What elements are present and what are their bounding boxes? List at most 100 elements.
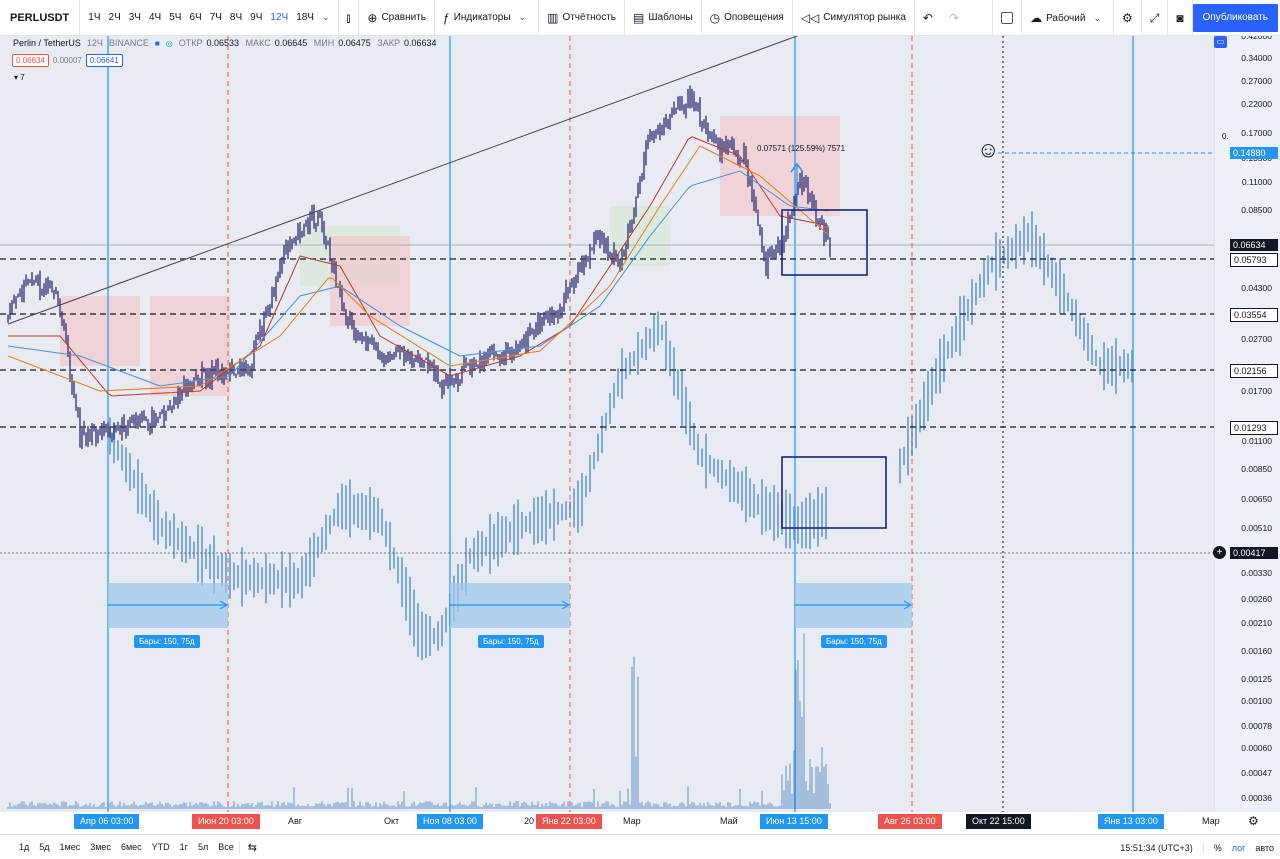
clock-display[interactable]: 15:51:34 (UTC+3)	[1120, 842, 1193, 853]
ichimoku-cloud	[60, 296, 140, 366]
interval-7h[interactable]: 7Ч	[209, 12, 222, 23]
range-5d[interactable]: 5д	[39, 842, 50, 852]
range-all[interactable]: Все	[218, 842, 234, 852]
interval-9h[interactable]: 9Ч	[250, 12, 263, 23]
scale-lock-icon[interactable]: ▭	[1214, 36, 1227, 48]
series-legend[interactable]: Perlin / TetherUS 12Ч BINANCE ■ ◎ ОТКР 0.…	[13, 38, 441, 48]
arrow-head-icon	[903, 600, 913, 610]
price-tick-label: 0.27000	[1241, 76, 1272, 86]
ohlc-values: ОТКР 0.06533 МАКС 0.06645 МИН 0.06475 ЗАКР 0…	[179, 38, 441, 48]
price-tick-label: 0.22000	[1241, 99, 1272, 109]
indicators-collapse-toggle[interactable]: ▾ 7	[14, 73, 25, 82]
range-1y[interactable]: 1г	[179, 842, 188, 852]
expand-button[interactable]: ⤢	[1142, 0, 1169, 36]
square-icon	[1001, 12, 1014, 24]
chart-type-button[interactable]: ⫾	[339, 0, 360, 36]
date-range-label-3[interactable]: Бары: 150, 75д	[821, 635, 887, 648]
price-tick-label: 0.00036	[1241, 793, 1272, 803]
time-label-jun20: Июн 20 03:00	[192, 814, 260, 829]
trend-line[interactable]	[7, 36, 808, 325]
snapshot-button[interactable]: ◙	[1168, 0, 1193, 36]
settings-button[interactable]: ⚙	[1114, 0, 1142, 36]
range-1m[interactable]: 1мес	[59, 842, 81, 852]
layout-button[interactable]: ☁ Рабочий ⌄	[1022, 0, 1114, 36]
highlight-box-upper[interactable]	[781, 209, 868, 276]
interval-4h[interactable]: 4Ч	[148, 12, 162, 23]
price-tick-label: 0.00100	[1241, 696, 1272, 706]
price-tick-label: 0.00078	[1241, 721, 1272, 731]
auto-toggle[interactable]: авто	[1255, 842, 1274, 853]
price-tick-label: 0.00260	[1241, 594, 1272, 604]
bar-chart-icon: ▥	[547, 10, 559, 25]
arrow-head-icon	[219, 600, 229, 610]
range-3m[interactable]: 3мес	[90, 842, 111, 852]
undo-button[interactable]: ↶	[915, 0, 941, 36]
indicators-count: 7	[20, 73, 25, 82]
moving-average-red	[8, 136, 829, 397]
time-label-jan22: Янв 22 03:00	[536, 814, 602, 829]
range-5y[interactable]: 5л	[197, 842, 209, 852]
highlight-box-lower[interactable]	[781, 456, 887, 529]
high-label: МАКС	[245, 38, 271, 48]
publish-button[interactable]: Опубликовать	[1192, 4, 1278, 32]
spread-value: 0.00007	[52, 56, 82, 65]
fullscreen-toggle[interactable]	[992, 0, 1023, 36]
replay-label: Симулятор рынка	[823, 12, 906, 23]
date-range-label-1[interactable]: Бары: 150, 75д	[134, 635, 200, 648]
log-toggle[interactable]: лог	[1231, 842, 1246, 853]
interval-12h[interactable]: 12Ч	[270, 12, 289, 23]
buy-price-badge[interactable]: 0.06641	[85, 54, 123, 67]
add-alert-icon[interactable]: +	[1213, 546, 1226, 559]
chart-front-layer[interactable]	[781, 162, 887, 529]
financials-label: Отчётность	[562, 12, 617, 23]
measure-label: 0.07571 (125.59%) 7571	[757, 144, 846, 153]
redo-button[interactable]: ↷	[941, 0, 967, 36]
time-label-jun13: Июн 13 15:00	[760, 814, 828, 829]
interval-1h[interactable]: 1Ч	[88, 12, 101, 23]
symbol-search-button[interactable]: PERLUSDT	[0, 0, 81, 36]
interval-3h[interactable]: 3Ч	[128, 12, 141, 23]
redo-icon: ↷	[948, 10, 960, 25]
interval-18h[interactable]: 18Ч	[296, 12, 314, 23]
function-icon: ƒ	[443, 10, 450, 25]
expand-icon: ⤢	[1149, 11, 1160, 25]
sell-price-badge[interactable]: 0.06634	[12, 54, 49, 67]
settings-gear-icon[interactable]: ⚙	[1248, 814, 1259, 828]
interval-6h[interactable]: 6Ч	[189, 12, 202, 23]
financials-button[interactable]: ▥ Отчётность	[539, 0, 626, 36]
ichimoku-cloud	[330, 236, 410, 326]
date-range-label-2[interactable]: Бары: 150, 75д	[478, 635, 544, 648]
templates-label: Шаблоны	[648, 12, 693, 23]
range-6m[interactable]: 6мес	[120, 842, 142, 852]
goto-date-icon[interactable]: ⇆	[238, 840, 262, 854]
level-label-1: 0.05793	[1230, 253, 1278, 267]
replay-button[interactable]: ◁◁ Симулятор рынка	[793, 0, 915, 36]
chart-pane[interactable]: Perlin / TetherUS 12Ч BINANCE ■ ◎ ОТКР 0.…	[0, 36, 1280, 812]
smiley-icon[interactable]: ☺	[977, 137, 1000, 162]
interval-8h[interactable]: 8Ч	[229, 12, 243, 23]
toolbar-right: ☁ Рабочий ⌄ ⚙ ⤢ ◙ Опубликовать	[992, 0, 1280, 36]
percent-toggle[interactable]: %	[1202, 842, 1222, 853]
ichimoku-cloud	[720, 116, 840, 216]
chevron-down-icon: ▾	[14, 73, 19, 82]
time-label-mar: Мар	[623, 816, 641, 826]
compare-button[interactable]: ⊕ Сравнить	[359, 0, 435, 36]
open-label: ОТКР	[178, 38, 203, 48]
time-label-aug26: Авг 26 03:00	[878, 814, 942, 829]
templates-button[interactable]: ▤ Шаблоны	[625, 0, 702, 36]
time-label-oct: Окт	[384, 816, 400, 826]
arrow-up-icon	[790, 162, 804, 173]
target-price-label: 0.14880	[1230, 147, 1278, 159]
interval-5h[interactable]: 5Ч	[169, 12, 182, 23]
chart-canvas[interactable]	[0, 36, 1280, 812]
alerts-button[interactable]: ◷ Оповещения	[702, 0, 793, 36]
range-1d[interactable]: 1д	[19, 842, 30, 852]
range-ytd[interactable]: YTD	[151, 842, 170, 852]
indicators-button[interactable]: ƒ Индикаторы ⌄	[435, 0, 540, 36]
moving-average-orange	[7, 145, 829, 392]
interval-2h[interactable]: 2Ч	[108, 12, 121, 23]
chart-drawings-layer[interactable]	[0, 36, 1214, 812]
chevron-down-icon[interactable]: ⌄	[321, 12, 330, 22]
indicators-label: Индикаторы	[453, 12, 511, 23]
status-square-icon: ■	[154, 38, 160, 48]
